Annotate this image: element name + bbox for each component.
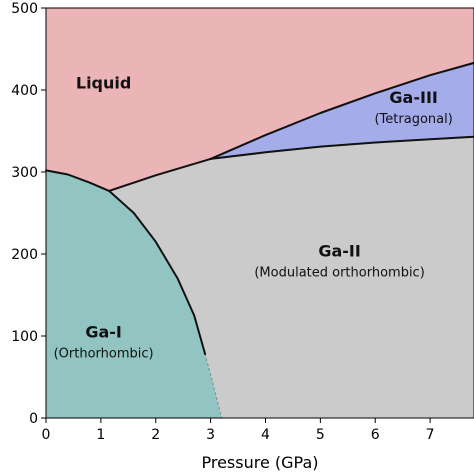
boundary-gaI-gaII-extrapolated: [204, 353, 223, 419]
boundary-gaIII-gaII: [209, 135, 474, 160]
phase-label-ga3: Ga-III: [389, 88, 437, 107]
x-tick-label: 2: [151, 427, 160, 443]
x-tick-label: 4: [261, 427, 270, 443]
boundary-gaI-gaII: [108, 189, 207, 355]
x-axis: 0 1 2 3 4 5 6 7: [42, 418, 435, 443]
y-tick-label: 100: [11, 329, 38, 345]
plot-frame: [45, 7, 474, 419]
y-tick-label: 500: [11, 1, 38, 17]
x-tick-label: 0: [42, 427, 51, 443]
y-tick-label: 300: [11, 165, 38, 181]
x-tick-label: 5: [316, 427, 325, 443]
phase-label-ga2: Ga-II: [318, 241, 360, 260]
phase-boundaries: [45, 61, 474, 419]
x-axis-title: Pressure (GPa): [201, 453, 318, 472]
x-tick-label: 3: [206, 427, 215, 443]
boundary-liquid-gaIII: [209, 61, 474, 160]
x-tick-label: 1: [96, 427, 105, 443]
region-liquid: [46, 8, 474, 191]
y-axis: 0 100 200 300 400 500: [11, 1, 46, 427]
region-ga3: [210, 62, 474, 159]
y-tick-label: 400: [11, 83, 38, 99]
phase-labels: Liquid Ga-I (Orthorhombic) Ga-II (Modulated …: [54, 73, 453, 361]
y-tick-label: 200: [11, 247, 38, 263]
y-tick-label: 0: [29, 411, 38, 427]
x-tick-label: 7: [426, 427, 435, 443]
phase-label-ga1: Ga-I: [85, 323, 122, 342]
region-ga2: [109, 136, 474, 418]
phase-label-liquid: Liquid: [76, 73, 131, 92]
phase-sublabel-ga2: (Modulated orthorhombic): [254, 265, 424, 280]
boundary-liquid-gaII: [108, 157, 212, 192]
x-tick-label: 6: [371, 427, 380, 443]
phase-sublabel-ga3: (Tetragonal): [374, 112, 452, 127]
phase-regions: [46, 8, 474, 418]
boundary-liquid-gaI: [45, 169, 111, 192]
region-ga1: [46, 170, 222, 418]
phase-sublabel-ga1: (Orthorhombic): [54, 347, 154, 362]
